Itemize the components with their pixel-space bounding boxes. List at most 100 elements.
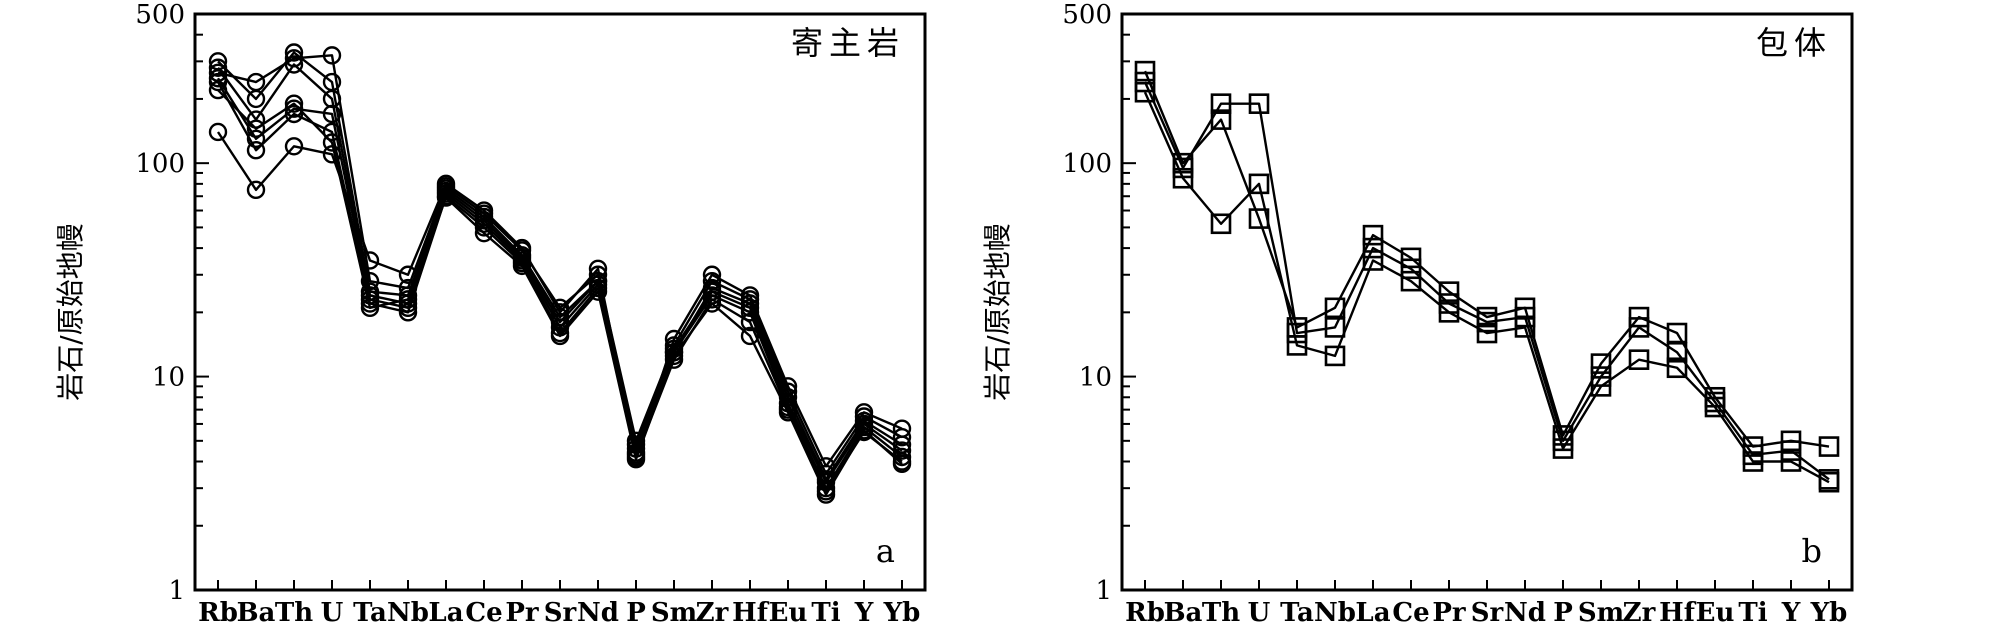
data-point-circle (474, 223, 494, 243)
data-point-circle (246, 180, 266, 200)
x-tick-label: Th (275, 598, 313, 628)
data-point-square (1780, 451, 1802, 472)
x-tick-label: Nb (1314, 598, 1356, 628)
x-tick-label: Ta (353, 598, 387, 628)
data-point-square (1362, 224, 1384, 246)
data-point-circle (208, 72, 228, 92)
data-point-circle (322, 46, 342, 65)
data-point-circle (664, 346, 684, 366)
y-axis-label: 岩石/原始地幔 (981, 223, 1014, 400)
x-tick-label: U (321, 598, 344, 628)
x-tick-label: Ce (1392, 598, 1429, 628)
y-axis-label: 岩石/原始地幔 (54, 223, 87, 400)
series-polyline (217, 89, 903, 496)
data-point-square (1476, 322, 1498, 344)
data-point-circle (360, 298, 380, 318)
x-tick-label: Sm (651, 598, 697, 628)
panel-letter: a (876, 532, 895, 570)
data-point-circle (854, 421, 874, 440)
x-tick-label: Y (1781, 598, 1801, 628)
data-point-square (1438, 281, 1460, 302)
data-point-circle (322, 122, 342, 142)
x-tick-label: Zr (1623, 598, 1656, 628)
x-tick-label: Rb (1125, 598, 1165, 628)
data-point-circle (816, 485, 836, 504)
data-point-circle (322, 104, 342, 124)
y-tick-label: 1 (1095, 576, 1112, 606)
data-point-circle (740, 303, 760, 322)
series-line-2 (1134, 81, 1840, 493)
data-point-square (1628, 306, 1650, 328)
series-polyline (217, 54, 903, 476)
x-tick-label: Ta (1280, 598, 1314, 628)
data-point-circle (208, 58, 228, 77)
data-point-square (1818, 471, 1840, 493)
x-tick-label: La (1355, 598, 1390, 628)
x-tick-label: Eu (1696, 598, 1735, 628)
x-tick-label: Ba (1164, 598, 1203, 628)
data-point-square (1628, 317, 1650, 338)
data-point-square (1210, 93, 1232, 114)
data-point-square (1666, 341, 1688, 363)
x-tick-label: La (428, 598, 463, 628)
data-point-square (1514, 317, 1536, 338)
data-point-square (1628, 349, 1650, 370)
y-tick-label: 10 (152, 363, 185, 393)
series-polyline (1143, 81, 1830, 481)
data-point-circle (398, 290, 418, 309)
data-point-circle (702, 294, 722, 313)
data-point-square (1666, 357, 1688, 379)
data-point-square (1400, 270, 1422, 292)
x-tick-label: P (626, 598, 646, 628)
x-tick-label: Sr (1471, 598, 1504, 628)
x-tick-label: Ti (811, 598, 840, 628)
series-polyline (1143, 91, 1830, 484)
y-tick-label: 1 (168, 576, 185, 606)
x-tick-label: Sm (1578, 598, 1624, 628)
data-point-circle (778, 403, 798, 422)
data-point-circle (474, 218, 494, 237)
plot-frame (1120, 12, 1854, 592)
series-polyline (216, 131, 903, 468)
data-point-circle (512, 256, 532, 276)
data-point-square (1324, 345, 1346, 367)
y-tick-label: 500 (135, 0, 185, 30)
data-point-circle (322, 133, 342, 152)
data-point-circle (588, 282, 608, 301)
series-polyline (217, 51, 903, 481)
data-point-circle (246, 129, 266, 149)
data-point-square (1400, 247, 1422, 269)
data-point-circle (892, 427, 912, 447)
data-point-square (1134, 81, 1156, 103)
x-tick-label: Ti (1738, 598, 1767, 628)
data-point-circle (284, 104, 304, 124)
data-point-circle (550, 326, 570, 346)
x-tick-label: Nd (577, 598, 619, 628)
x-tick-label: Yb (883, 598, 921, 628)
x-tick-label: Pr (1432, 598, 1466, 628)
x-tick-label: U (1248, 598, 1271, 628)
data-point-square (1704, 396, 1726, 418)
panel-title: 包体 (1756, 24, 1832, 62)
data-point-circle (740, 326, 760, 346)
data-point-circle (740, 312, 760, 332)
data-point-circle (398, 303, 418, 322)
data-point-circle (208, 80, 228, 100)
data-point-square (1590, 376, 1612, 397)
data-point-circle (284, 137, 304, 156)
y-tick-label: 10 (1079, 363, 1112, 393)
x-tick-label: Eu (769, 598, 808, 628)
y-tick-label: 100 (135, 149, 185, 179)
data-point-circle (284, 94, 304, 113)
x-tick-label: Nb (387, 598, 429, 628)
x-tick-label: Ba (237, 598, 276, 628)
data-point-square (1780, 440, 1802, 461)
data-point-square (1818, 436, 1840, 457)
data-point-square (1476, 311, 1498, 333)
data-point-square (1134, 60, 1156, 82)
data-point-circle (246, 141, 266, 160)
